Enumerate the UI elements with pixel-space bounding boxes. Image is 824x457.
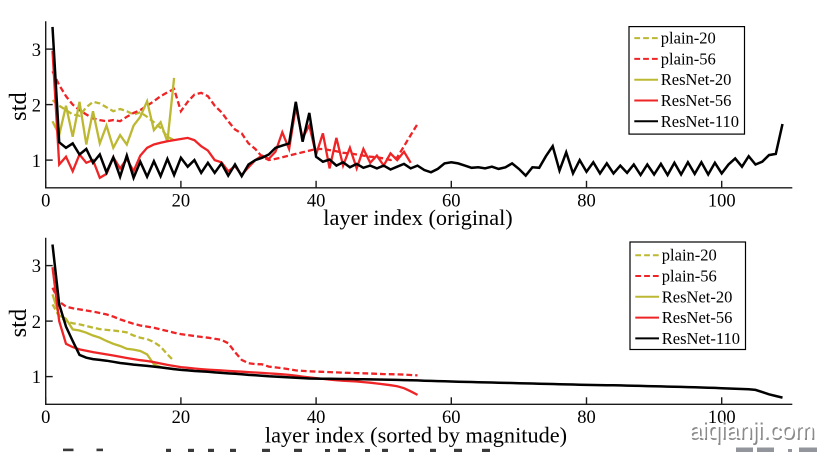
svg-text:60: 60 xyxy=(442,408,461,428)
svg-text:1: 1 xyxy=(32,152,41,172)
svg-text:20: 20 xyxy=(172,408,191,428)
svg-text:plain-20: plain-20 xyxy=(662,246,717,265)
svg-text:ResNet-110: ResNet-110 xyxy=(662,329,740,348)
svg-text:80: 80 xyxy=(577,408,596,428)
svg-text:100: 100 xyxy=(708,192,736,212)
svg-text:20: 20 xyxy=(172,192,191,212)
svg-text:3: 3 xyxy=(32,257,41,277)
svg-text:plain-56: plain-56 xyxy=(662,267,717,286)
svg-text:std: std xyxy=(5,92,32,121)
svg-text:aiqianji.com: aiqianji.com xyxy=(690,419,816,446)
svg-text:ResNet-56: ResNet-56 xyxy=(661,91,732,110)
svg-text:ResNet-20: ResNet-20 xyxy=(662,287,733,306)
svg-text:1: 1 xyxy=(32,368,41,388)
svg-text:std: std xyxy=(5,309,32,338)
svg-text:0: 0 xyxy=(41,192,50,212)
svg-text:aiqianji.com: aiqianji.com xyxy=(689,417,815,444)
svg-text:80: 80 xyxy=(577,192,596,212)
svg-text:plain-20: plain-20 xyxy=(661,29,716,48)
svg-text:plain-56: plain-56 xyxy=(661,49,716,68)
svg-text:2: 2 xyxy=(32,96,41,116)
svg-text:40: 40 xyxy=(307,408,326,428)
svg-text:ResNet-56: ResNet-56 xyxy=(662,308,733,327)
svg-text:100: 100 xyxy=(708,408,736,428)
svg-text:layer index (sorted by magnitu: layer index (sorted by magnitude) xyxy=(265,423,567,448)
svg-text:60: 60 xyxy=(442,192,461,212)
svg-text:2: 2 xyxy=(32,313,41,333)
svg-text:40: 40 xyxy=(307,192,326,212)
svg-text:ResNet-20: ResNet-20 xyxy=(661,70,732,89)
svg-text:ResNet-110: ResNet-110 xyxy=(661,112,739,131)
svg-text:layer index (original): layer index (original) xyxy=(323,205,512,230)
svg-text:3: 3 xyxy=(32,41,41,61)
svg-text:0: 0 xyxy=(41,408,50,428)
